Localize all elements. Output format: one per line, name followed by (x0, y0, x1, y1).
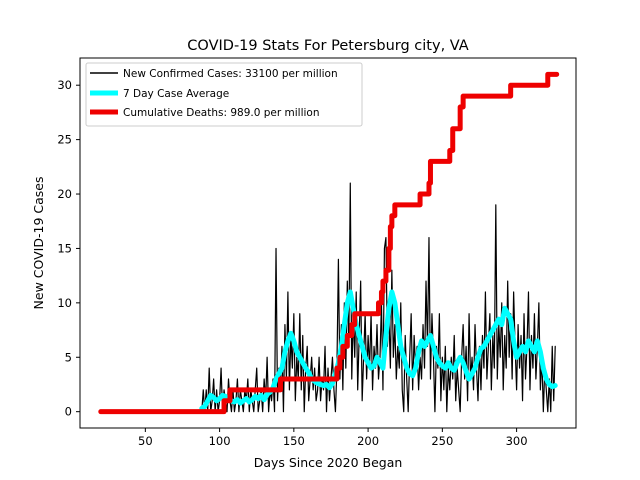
x-tick-label: 200 (357, 434, 379, 448)
x-tick-label: 150 (283, 434, 305, 448)
series-line-cumulative-deaths (98, 71, 560, 415)
y-tick-label: 0 (65, 405, 72, 419)
y-tick-label: 25 (57, 133, 72, 147)
x-tick-label: 100 (209, 434, 231, 448)
x-tick-label: 300 (506, 434, 528, 448)
series-layer (98, 71, 560, 415)
series-line-7-day-average (199, 289, 558, 411)
legend-label-new-cases: New Confirmed Cases: 33100 per million (123, 68, 338, 80)
y-tick-label: 10 (57, 296, 72, 310)
x-axis-label: Days Since 2020 Began (254, 455, 403, 470)
y-axis-label: New COVID-19 Cases (31, 177, 46, 310)
plot-frame (79, 57, 577, 429)
x-tick-label: 50 (138, 434, 153, 448)
y-tick-label: 15 (57, 241, 72, 255)
chart-title: COVID-19 Stats For Petersburg city, VA (187, 38, 468, 54)
x-tick-label: 250 (431, 434, 453, 448)
legend-label-cumulative-deaths: Cumulative Deaths: 989.0 per million (123, 107, 320, 119)
legend-label-7-day-average: 7 Day Case Average (123, 88, 229, 100)
y-axis: 0 5 10 15 20 25 30 (57, 78, 80, 419)
y-tick-label: 5 (65, 350, 72, 364)
legend: New Confirmed Cases: 33100 per million 7… (85, 62, 363, 127)
x-axis: 50 100 150 200 250 300 (138, 428, 528, 448)
y-tick-label: 20 (57, 187, 72, 201)
legend-box (85, 62, 363, 127)
series-line-new-cases (100, 182, 556, 413)
y-tick-label: 30 (57, 78, 72, 92)
